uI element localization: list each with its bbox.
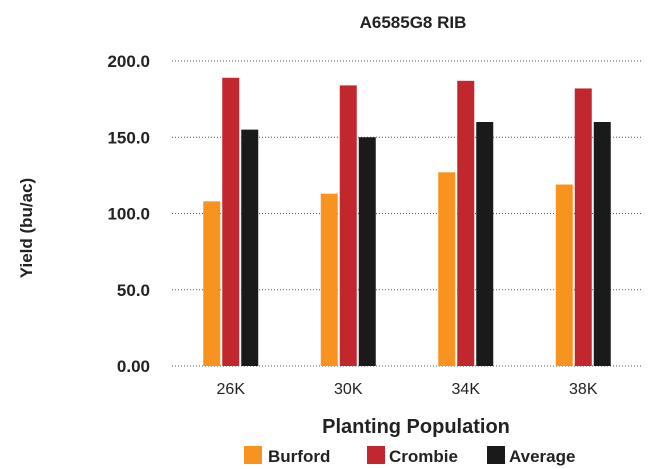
bar-crombie-30k <box>339 85 357 367</box>
bar-burford-34k <box>438 172 456 366</box>
bar-burford-38k <box>555 184 573 366</box>
legend-swatch-burford <box>244 446 262 464</box>
legend-swatch-crombie <box>367 446 385 464</box>
legend-label-crombie: Crombie <box>389 447 458 466</box>
bar-crombie-34k <box>457 80 475 366</box>
x-tick-labels: 26K 30K 34K 38K <box>217 381 598 398</box>
legend-label-burford: Burford <box>268 447 330 466</box>
bar-average-34k <box>476 122 494 366</box>
x-tick-label: 26K <box>217 381 246 398</box>
legend-swatch-average <box>487 446 505 464</box>
bar-burford-26k <box>203 201 221 366</box>
y-tick-label: 100.0 <box>107 205 150 224</box>
y-axis-label: Yield (bu/ac) <box>17 178 36 278</box>
bar-average-38k <box>593 122 611 366</box>
x-axis-label: Planting Population <box>322 416 510 438</box>
bars <box>203 77 611 367</box>
y-tick-label: 50.0 <box>117 281 150 300</box>
y-tick-label: 0.00 <box>117 357 150 376</box>
x-tick-label: 34K <box>452 381 481 398</box>
bar-crombie-38k <box>574 88 592 366</box>
y-tick-label: 150.0 <box>107 128 150 147</box>
bar-average-26k <box>241 129 259 366</box>
chart-title: A6585G8 RIB <box>360 13 467 32</box>
y-tick-labels: 0.00 50.0 100.0 150.0 200.0 <box>107 52 150 376</box>
x-tick-label: 38K <box>569 381 598 398</box>
legend-label-average: Average <box>509 447 575 466</box>
x-tick-label: 30K <box>334 381 363 398</box>
legend: Burford Crombie Average <box>244 446 575 466</box>
bar-burford-30k <box>320 193 338 366</box>
y-tick-label: 200.0 <box>107 52 150 71</box>
bar-average-30k <box>358 137 376 366</box>
bar-crombie-26k <box>222 77 240 367</box>
